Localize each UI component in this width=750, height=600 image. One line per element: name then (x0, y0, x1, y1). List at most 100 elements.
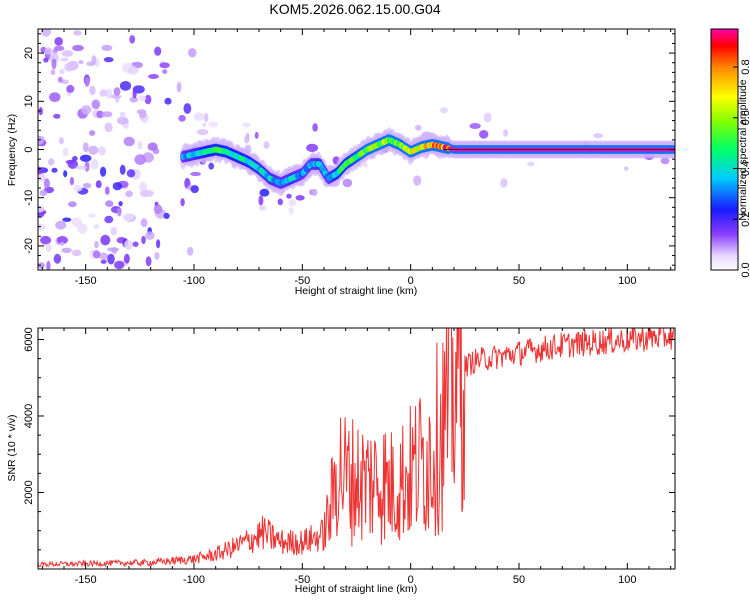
spectrogram-noise-blob (88, 145, 99, 155)
spectrogram-noise-blob (118, 201, 123, 207)
spectrogram-noise-blob (45, 243, 52, 253)
spectrogram-noise-blob (134, 154, 146, 165)
spectrogram-noise-blob (82, 142, 89, 153)
spectrogram-noise-blob (110, 226, 118, 236)
spectrogram-noise-blob (89, 85, 96, 96)
colorbar-label: Normalized spectral amplitude (737, 79, 749, 220)
spectrogram-noise-blob (244, 135, 250, 144)
spectrogram-noise-blob (119, 81, 132, 91)
spectrogram-noise-blob (413, 175, 422, 186)
spectrogram-noise-blob (98, 146, 106, 156)
snr-xtick-label: 100 (618, 574, 636, 586)
spectrogram-noise-blob (138, 95, 147, 102)
spectrogram-noise-blob (98, 252, 109, 260)
spectrogram-noise-blob (469, 123, 481, 129)
spectrogram-ytick-label: 10 (23, 95, 35, 107)
spectrogram-noise-blob (43, 57, 49, 63)
spectrogram-noise-blob (81, 105, 92, 115)
spectrogram-noise-blob (78, 60, 84, 64)
spectrogram-noise-blob (59, 241, 65, 246)
spectrogram-noise-blob (38, 223, 46, 231)
spectrogram-noise-blob (193, 112, 205, 121)
snr-xtick-label: -50 (294, 574, 310, 586)
snr-content (38, 328, 675, 568)
spectrogram-noise-blob (38, 173, 46, 182)
spectrogram-ytick-label: 20 (23, 47, 35, 59)
spectrogram-noise-blob (124, 239, 133, 251)
spectrogram-noise-blob (306, 143, 319, 152)
spectrogram-noise-blob (122, 213, 134, 221)
spectrogram-noise-blob (53, 253, 62, 264)
spectrogram-noise-blob (362, 162, 368, 168)
spectrogram-noise-blob (93, 224, 100, 229)
spectrogram-noise-blob (62, 217, 72, 222)
spectrogram-noise-blob (180, 198, 185, 207)
spectrogram-ridge (179, 127, 675, 197)
spectrogram-xtick-label: -150 (75, 275, 97, 287)
spectrogram-noise-blob (69, 177, 74, 186)
spectrogram-noise-blob (188, 48, 197, 58)
spectrogram-noise-blob (72, 156, 78, 161)
spectrogram-noise-blob (440, 107, 448, 114)
spectrogram-noise-blob (183, 103, 192, 114)
spectrogram-noise-blob (96, 110, 104, 119)
spectrogram-noise-blob (126, 169, 136, 178)
spectrogram-noise-blob (48, 158, 55, 166)
spectrogram-noise-blob (527, 161, 535, 167)
spectrogram-noise-blob (63, 170, 68, 178)
colorbar-gradient (710, 28, 739, 271)
spectrogram-noise-blob (503, 129, 509, 137)
spectrogram-noise-blob (60, 57, 69, 62)
spectrogram-noise-blob (148, 74, 159, 79)
spectrogram-ylabel: Frequency (Hz) (6, 114, 18, 186)
spectrogram-noise-blob (82, 182, 92, 189)
spectrogram-noise-blob (295, 195, 305, 201)
spectrogram-noise-blob (104, 186, 110, 195)
spectrogram-noise-blob (139, 181, 148, 192)
spectrogram-noise-blob (107, 253, 115, 265)
snr-xtick-label: -150 (75, 574, 97, 586)
spectrogram-noise-blob (94, 240, 99, 249)
spectrogram-noise-blob (73, 184, 83, 192)
spectrogram-xlabel: Height of straight line (km) (295, 285, 418, 297)
colorbar-tick-label: 0.2 (740, 212, 750, 227)
spectrogram-noise-blob (49, 52, 59, 64)
spectrogram-noise-blob (178, 114, 186, 122)
spectrogram-noise-blob (89, 130, 96, 136)
spectrogram-noise-blob (203, 113, 209, 122)
spectrogram-noise-blob (110, 94, 122, 99)
spectrogram-noise-blob (105, 200, 114, 208)
spectrogram-noise-blob (286, 193, 292, 199)
spectrogram-noise-blob (41, 29, 51, 37)
spectrogram-noise-blob (112, 182, 123, 191)
spectrogram-noise-blob (55, 220, 67, 230)
spectrogram-noise-blob (277, 198, 283, 206)
spectrogram-noise-blob (342, 178, 353, 188)
spectrogram-content (38, 29, 675, 270)
spectrogram-noise-blob (176, 81, 182, 93)
spectrogram-noise-blob (50, 69, 56, 76)
snr-xtick-label: 50 (513, 574, 525, 586)
spectrogram-noise-blob (196, 128, 209, 136)
spectrogram-noise-blob (242, 122, 251, 128)
spectrogram-noise-blob (54, 37, 63, 46)
spectrogram-noise-blob (500, 178, 508, 188)
snr-ytick-label: 6000 (23, 327, 35, 351)
spectrogram-noise-blob (190, 171, 202, 177)
spectrogram-noise-blob (129, 35, 136, 44)
spectrogram-noise-blob (159, 62, 170, 69)
spectrogram-noise-blob (90, 159, 99, 170)
spectrogram-xtick-label: 100 (618, 275, 636, 287)
spectrogram-noise-blob (154, 46, 162, 56)
spectrogram-noise-blob (187, 246, 194, 256)
spectrogram-noise-blob (95, 58, 100, 68)
spectrogram-noise-blob (144, 94, 152, 105)
spectrogram-noise-blob (101, 111, 113, 118)
spectrogram-noise-blob (104, 122, 113, 133)
spectrogram-noise-blob (39, 189, 48, 197)
spectrogram-noise-blob (75, 165, 88, 170)
spectrogram-noise-blob (91, 55, 97, 66)
spectrogram-noise-blob (52, 48, 58, 54)
